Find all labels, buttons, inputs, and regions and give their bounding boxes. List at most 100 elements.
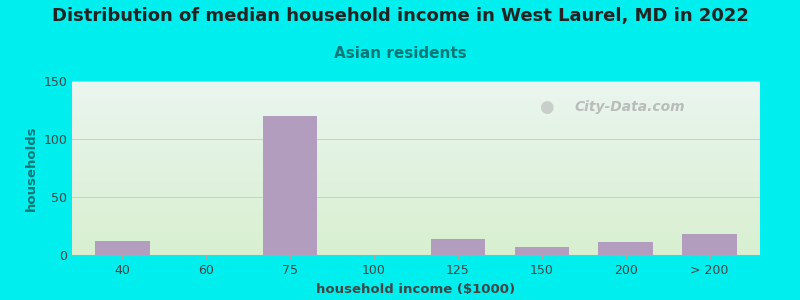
Bar <box>72 223 760 224</box>
Bar <box>72 195 760 196</box>
Bar <box>72 247 760 248</box>
Y-axis label: households: households <box>25 125 38 211</box>
Bar <box>72 174 760 175</box>
Bar <box>72 81 760 82</box>
Bar <box>72 204 760 205</box>
Bar <box>514 247 569 255</box>
Bar <box>72 189 760 190</box>
Bar <box>72 107 760 108</box>
Bar <box>72 246 760 247</box>
Bar <box>72 190 760 191</box>
Bar <box>72 118 760 119</box>
Bar <box>72 100 760 101</box>
Bar <box>72 196 760 197</box>
Bar <box>72 93 760 94</box>
Bar <box>72 125 760 126</box>
Bar <box>72 159 760 160</box>
Bar <box>72 108 760 109</box>
Bar <box>72 90 760 91</box>
Bar <box>72 213 760 214</box>
Bar <box>72 122 760 123</box>
Bar <box>598 242 653 255</box>
Bar <box>72 146 760 147</box>
Bar <box>72 192 760 193</box>
Bar <box>72 238 760 239</box>
Bar <box>72 245 760 246</box>
Bar <box>72 187 760 188</box>
Bar <box>72 89 760 90</box>
Bar <box>72 207 760 208</box>
Bar <box>72 149 760 150</box>
Bar <box>72 210 760 211</box>
Bar <box>72 156 760 157</box>
Bar <box>72 83 760 84</box>
Bar <box>72 106 760 107</box>
Bar <box>72 220 760 221</box>
Bar <box>72 250 760 251</box>
Bar <box>72 243 760 244</box>
Bar <box>72 115 760 116</box>
Bar <box>72 205 760 206</box>
Bar <box>72 239 760 240</box>
Bar <box>72 206 760 207</box>
Bar <box>72 131 760 132</box>
Bar <box>72 117 760 118</box>
Bar <box>72 173 760 174</box>
Bar <box>72 164 760 165</box>
X-axis label: household income ($1000): household income ($1000) <box>317 283 515 296</box>
Bar <box>72 87 760 88</box>
Bar <box>72 150 760 151</box>
Bar <box>72 137 760 138</box>
Bar <box>72 120 760 121</box>
Bar <box>72 104 760 105</box>
Bar <box>72 214 760 215</box>
Bar <box>72 244 760 245</box>
Bar <box>72 172 760 173</box>
Bar <box>72 144 760 145</box>
Bar <box>72 240 760 241</box>
Bar <box>72 201 760 202</box>
Bar <box>72 228 760 229</box>
Bar <box>72 151 760 152</box>
Bar <box>72 175 760 176</box>
Bar <box>72 230 760 231</box>
Bar <box>72 163 760 164</box>
Bar <box>72 153 760 154</box>
Bar <box>72 114 760 115</box>
Bar <box>72 102 760 103</box>
Bar <box>72 180 760 181</box>
Text: ●: ● <box>539 98 554 116</box>
Bar <box>72 158 760 159</box>
Bar <box>72 224 760 225</box>
Bar <box>72 126 760 127</box>
Text: Asian residents: Asian residents <box>334 46 466 62</box>
Bar <box>72 161 760 162</box>
Bar <box>72 188 760 189</box>
Bar <box>72 208 760 209</box>
Bar <box>72 252 760 253</box>
Bar <box>72 209 760 210</box>
Bar <box>72 233 760 234</box>
Bar <box>72 237 760 238</box>
Bar <box>72 186 760 187</box>
Bar <box>72 136 760 137</box>
Bar <box>72 88 760 89</box>
Bar <box>72 193 760 194</box>
Text: City-Data.com: City-Data.com <box>574 100 685 114</box>
Bar <box>72 127 760 128</box>
Bar <box>72 177 760 178</box>
Bar <box>72 234 760 235</box>
Bar <box>72 236 760 237</box>
Bar <box>72 101 760 102</box>
Bar <box>72 154 760 155</box>
Bar <box>72 227 760 228</box>
Bar <box>72 178 760 179</box>
Bar <box>95 241 150 255</box>
Bar <box>72 248 760 249</box>
Bar <box>72 218 760 219</box>
Bar <box>72 226 760 227</box>
Bar <box>682 234 737 255</box>
Bar <box>72 134 760 135</box>
Bar <box>72 142 760 143</box>
Bar <box>72 211 760 212</box>
